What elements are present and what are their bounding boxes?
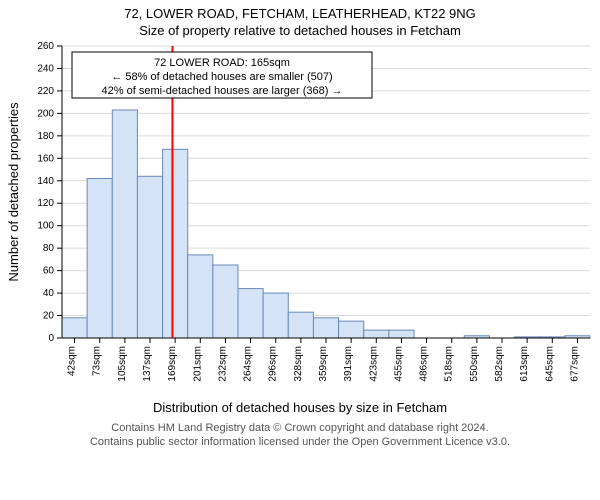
title-subtitle: Size of property relative to detached ho… [0, 21, 600, 38]
svg-text:160: 160 [37, 153, 54, 164]
svg-text:140: 140 [37, 176, 54, 187]
footer-line1: Contains HM Land Registry data © Crown c… [0, 421, 600, 435]
svg-text:72 LOWER ROAD: 165sqm: 72 LOWER ROAD: 165sqm [154, 57, 290, 69]
svg-text:← 58% of detached houses are s: ← 58% of detached houses are smaller (50… [111, 71, 332, 83]
title-address: 72, LOWER ROAD, FETCHAM, LEATHERHEAD, KT… [0, 0, 600, 21]
footer-line2: Contains public sector information licen… [0, 435, 600, 449]
svg-text:Number of detached properties: Number of detached properties [6, 102, 21, 282]
histogram-chart: 0 20 40 60 80 100 120 140 160 180 200 220 240 260 42sq… [0, 38, 600, 398]
svg-text:220: 220 [37, 86, 54, 97]
svg-text:73sqm: 73sqm [92, 346, 103, 376]
svg-text:232sqm: 232sqm [217, 346, 228, 382]
xaxis-title: Distribution of detached houses by size … [0, 398, 600, 415]
svg-text:359sqm: 359sqm [318, 346, 329, 382]
svg-text:486sqm: 486sqm [419, 346, 430, 382]
svg-text:550sqm: 550sqm [469, 346, 480, 382]
svg-text:201sqm: 201sqm [192, 346, 203, 382]
svg-text:391sqm: 391sqm [343, 346, 354, 382]
svg-text:42sqm: 42sqm [67, 346, 78, 376]
svg-text:328sqm: 328sqm [293, 346, 304, 382]
svg-text:60: 60 [43, 266, 55, 277]
svg-text:105sqm: 105sqm [117, 346, 128, 382]
svg-text:120: 120 [37, 198, 54, 209]
svg-text:518sqm: 518sqm [444, 346, 455, 382]
svg-text:455sqm: 455sqm [393, 346, 404, 382]
svg-text:42% of semi-detached houses ar: 42% of semi-detached houses are larger (… [102, 85, 343, 97]
svg-text:0: 0 [48, 333, 54, 344]
svg-text:260: 260 [37, 41, 54, 52]
svg-text:137sqm: 137sqm [142, 346, 153, 382]
svg-text:20: 20 [43, 311, 55, 322]
svg-text:240: 240 [37, 63, 54, 74]
svg-text:80: 80 [43, 243, 55, 254]
svg-text:264sqm: 264sqm [243, 346, 254, 382]
svg-text:180: 180 [37, 131, 54, 142]
svg-text:200: 200 [37, 108, 54, 119]
svg-text:40: 40 [43, 288, 55, 299]
chart-svg: 0 20 40 60 80 100 120 140 160 180 200 220 240 260 42sq… [0, 38, 600, 398]
svg-text:100: 100 [37, 221, 54, 232]
svg-text:613sqm: 613sqm [519, 346, 530, 382]
svg-text:169sqm: 169sqm [167, 346, 178, 382]
svg-text:645sqm: 645sqm [544, 346, 555, 382]
svg-text:677sqm: 677sqm [569, 346, 580, 382]
svg-text:296sqm: 296sqm [268, 346, 279, 382]
svg-text:582sqm: 582sqm [494, 346, 505, 382]
footer-attribution: Contains HM Land Registry data © Crown c… [0, 415, 600, 450]
svg-text:423sqm: 423sqm [368, 346, 379, 382]
